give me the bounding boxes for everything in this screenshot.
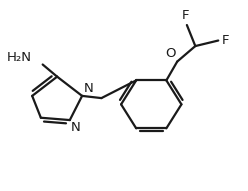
Text: F: F [182, 9, 189, 22]
Text: N: N [71, 121, 81, 134]
Text: F: F [222, 34, 229, 47]
Text: O: O [165, 47, 176, 61]
Text: N: N [83, 82, 93, 95]
Text: H₂N: H₂N [7, 51, 32, 64]
